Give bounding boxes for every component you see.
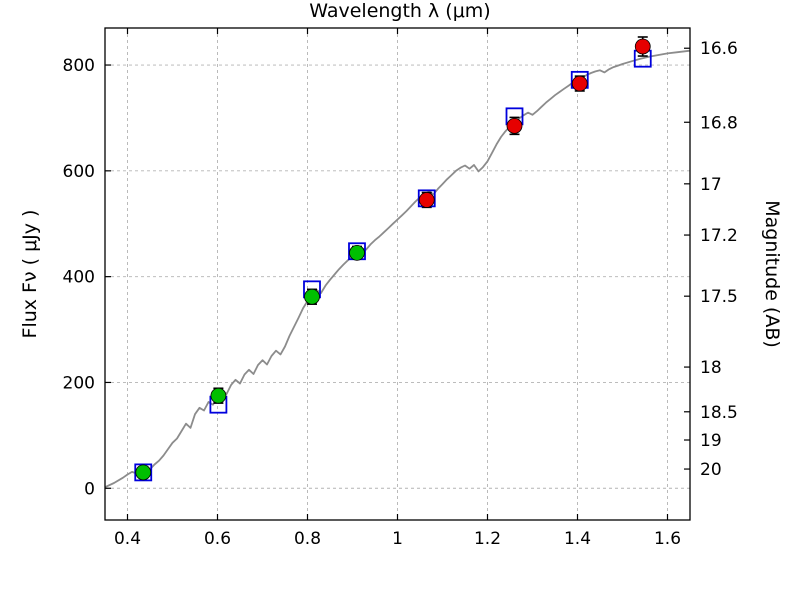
model-photometry-marker xyxy=(134,463,153,482)
model-spectrum-curve xyxy=(104,49,691,489)
y-tick-label-right: 16.6 xyxy=(700,39,738,59)
y-tick-label-right: 20 xyxy=(700,460,722,480)
observed-photometry-nir-marker xyxy=(418,192,435,208)
observed-photometry-nir-marker xyxy=(634,38,651,55)
x-tick-label: 1.4 xyxy=(564,529,591,549)
x-tick-label: 0.4 xyxy=(114,529,141,549)
observed-photometry-optical-marker xyxy=(304,288,320,305)
y-tick-label-right: 17 xyxy=(700,175,722,195)
observed-photometry-nir-marker xyxy=(571,75,588,92)
observed-photometry-optical-marker xyxy=(210,387,227,404)
y-tick-label-left: 400 xyxy=(63,268,95,288)
x-tick-label: 1.2 xyxy=(474,529,501,549)
y-tick-label-right: 18.5 xyxy=(700,403,738,423)
y-tick-label-right: 17.5 xyxy=(700,287,738,307)
right-y-axis-label: Magnitude (AB) xyxy=(761,200,783,348)
y-tick-label-left: 600 xyxy=(63,162,95,182)
observed-photometry-nir-marker xyxy=(506,117,523,134)
observed-photometry-optical-marker xyxy=(135,464,152,481)
y-tick-label-left: 200 xyxy=(63,373,95,393)
y-tick-label-right: 16.8 xyxy=(700,113,738,133)
y-tick-label-right: 19 xyxy=(700,431,722,451)
y-tick-label-left: 0 xyxy=(84,479,95,499)
x-tick-label: 0.8 xyxy=(294,529,321,549)
observed-photometry-optical-marker xyxy=(349,244,365,261)
y-tick-label-right: 17.2 xyxy=(700,226,738,246)
left-y-axis-label: Flux Fν ( μJy ) xyxy=(19,209,41,339)
x-tick-label: 1 xyxy=(392,529,403,549)
x-axis-label: Wavelength λ (μm) xyxy=(309,0,491,22)
x-tick-label: 0.6 xyxy=(204,529,231,549)
y-tick-label-right: 18 xyxy=(700,358,722,378)
y-tick-label-left: 800 xyxy=(63,56,95,76)
x-tick-label: 1.6 xyxy=(654,529,681,549)
